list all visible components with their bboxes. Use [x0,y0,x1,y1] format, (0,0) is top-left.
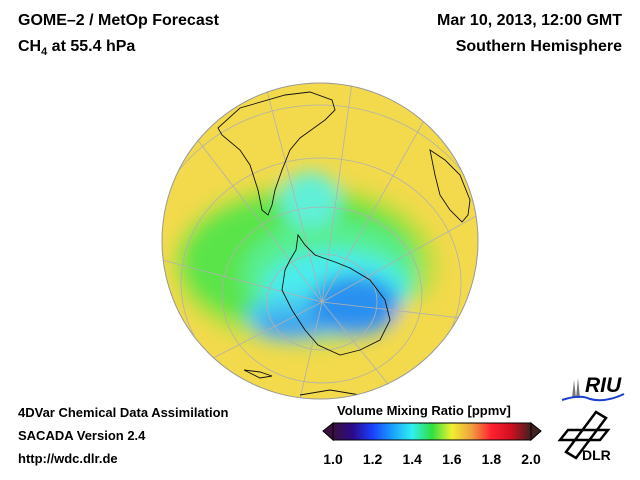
colorbar [322,421,542,442]
graticule [162,83,478,399]
globe-outline [161,82,479,400]
footer-url[interactable]: http://wdc.dlr.de [18,451,118,466]
map-title: GOME–2 / MetOp Forecast [18,12,219,29]
colorbar-tick-label: 1.8 [481,451,502,467]
dlr-logo-text: DLR [582,447,611,463]
riu-logo [561,378,625,402]
methane-field [162,83,478,399]
species-name: CH [18,38,42,55]
colorbar-tick-label: 1.2 [362,451,383,467]
footer-line-1: 4DVar Chemical Data Assimilation [18,405,229,420]
riu-logo-text: RIU [585,374,622,397]
species-subscript: 4 [41,46,48,59]
colorbar-title: Volume Mixing Ratio [ppmv] [337,403,511,418]
colorbar-tick-label: 1.0 [323,451,343,467]
colorbar-max-arrow [530,421,542,442]
species-label: CH4 at 55.4 hPa [18,38,135,58]
colorbar-tick-label: 1.4 [402,451,422,467]
pressure-level: at 55.4 hPa [47,38,136,55]
colorbar-min-arrow [322,421,334,442]
datetime: Mar 10, 2013, 12:00 GMT [437,12,622,29]
coastlines [217,91,471,396]
footer-line-2: SACADA Version 2.4 [18,428,146,443]
dlr-logo [557,410,611,460]
colorbar-gradient [332,422,532,441]
hemisphere-label: Southern Hemisphere [455,38,622,55]
colorbar-tick-label: 1.6 [442,451,462,467]
colorbar-tick-label: 2.0 [521,451,541,467]
